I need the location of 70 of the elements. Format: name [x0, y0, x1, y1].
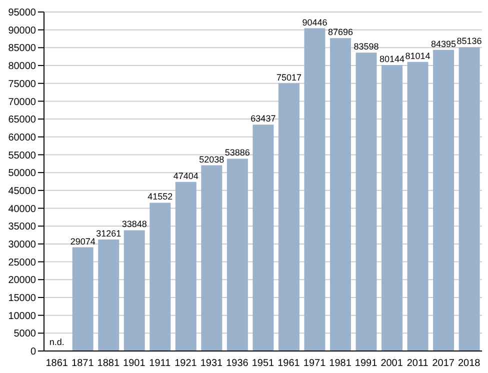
data-label: 83598: [354, 42, 379, 52]
x-tick-label: 1981: [329, 358, 352, 370]
y-tick-label: 20000: [8, 275, 36, 286]
bar: [382, 65, 403, 351]
y-tick-label: 85000: [8, 43, 36, 54]
x-tick-label: 2011: [406, 358, 429, 370]
bar: [226, 158, 248, 351]
bar: [150, 202, 171, 351]
x-tick-label: 2001: [380, 358, 404, 370]
data-label: 41552: [148, 192, 173, 202]
data-label: 85136: [456, 36, 482, 46]
data-label: 81014: [405, 50, 430, 61]
x-tick-label: 1881: [97, 358, 120, 370]
bar: [72, 247, 94, 351]
bar: [124, 230, 145, 351]
bar: [330, 38, 351, 351]
x-tick-label: 2018: [458, 358, 481, 370]
bar: [304, 28, 326, 351]
y-tick-label: 55000: [8, 150, 36, 162]
data-label: 33848: [122, 219, 147, 230]
x-tick-label: 2017: [432, 358, 455, 370]
text: n.d.: [49, 337, 64, 347]
bar: [407, 62, 428, 351]
x-tick-label: 1901: [123, 358, 146, 370]
data-label: 52038: [199, 154, 224, 164]
data-label: 47404: [173, 170, 198, 181]
bar: [278, 83, 300, 351]
y-tick-label: 5000: [14, 328, 36, 340]
x-tick-label: 1931: [200, 358, 224, 370]
data-label: 75017: [276, 72, 302, 82]
bar: [98, 239, 120, 351]
x-tick-label: 1936: [226, 358, 249, 370]
y-tick-label: 25000: [8, 257, 36, 268]
x-tick-label: 1911: [149, 358, 172, 370]
x-tick-label: 1921: [174, 358, 198, 370]
x-tick-label: 1961: [278, 358, 300, 370]
y-tick-label: 95000: [8, 8, 36, 19]
data-label: 84395: [431, 38, 456, 49]
x-tick-label: 1871: [72, 358, 94, 370]
data-label: 53886: [224, 148, 250, 158]
data-label: 90446: [302, 17, 328, 28]
x-tick-label: 1971: [303, 358, 326, 370]
data-label: 29074: [70, 236, 96, 246]
y-tick-label: 75000: [8, 78, 36, 90]
y-tick-label: 70000: [8, 96, 36, 108]
data-label: 31261: [96, 228, 122, 238]
data-label: 80144: [380, 54, 405, 64]
y-tick-label: 35000: [8, 222, 36, 233]
y-tick-label: 10000: [8, 310, 36, 322]
y-tick-label: 15000: [8, 293, 36, 304]
y-tick-label: 45000: [8, 186, 36, 197]
bar: [252, 124, 274, 351]
y-tick-label: 40000: [8, 204, 36, 215]
bar: [356, 52, 377, 351]
y-tick-label: 0: [30, 346, 36, 358]
data-label: 63437: [250, 114, 276, 124]
y-tick-label: 65000: [8, 114, 36, 126]
y-tick-label: 30000: [8, 239, 36, 250]
data-label: 87696: [328, 27, 354, 38]
bar: [433, 50, 454, 351]
x-tick-label: 1861: [46, 358, 68, 370]
x-tick-label: 1991: [354, 358, 378, 370]
bar: [201, 165, 222, 351]
bar: [458, 47, 480, 351]
bar: [175, 182, 196, 351]
y-tick-label: 50000: [8, 168, 36, 180]
y-tick-label: 60000: [8, 132, 36, 144]
y-tick-label: 80000: [8, 61, 36, 72]
y-tick-label: 90000: [8, 25, 36, 36]
x-tick-label: 1951: [252, 358, 275, 370]
